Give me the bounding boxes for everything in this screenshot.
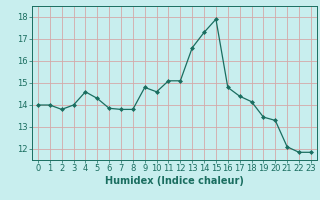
X-axis label: Humidex (Indice chaleur): Humidex (Indice chaleur) bbox=[105, 176, 244, 186]
